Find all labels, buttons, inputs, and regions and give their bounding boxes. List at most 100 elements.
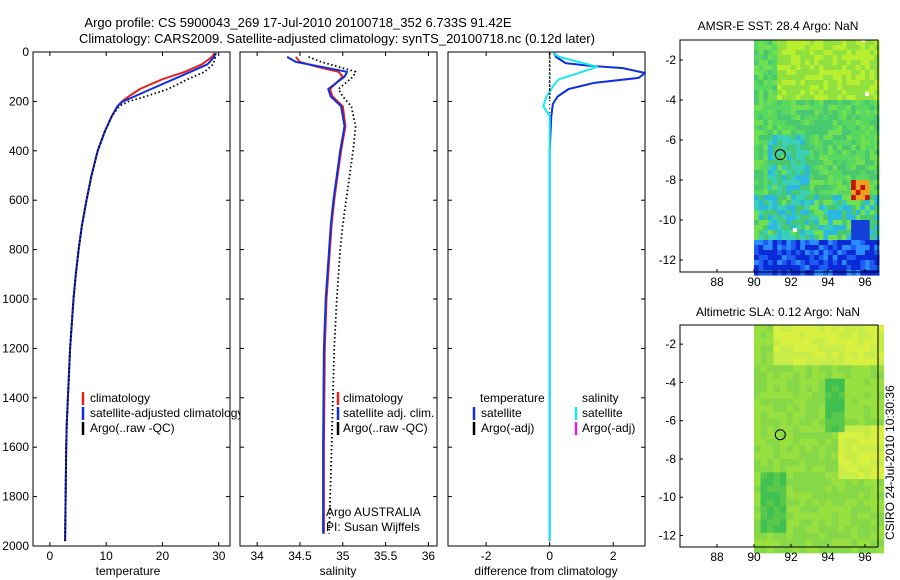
map-cell — [758, 115, 764, 121]
map-cell — [777, 85, 783, 91]
map-cell — [844, 438, 852, 447]
map-cell — [795, 230, 801, 236]
map-cell — [823, 255, 829, 261]
map-cell — [857, 398, 865, 406]
x-tick-label: 96 — [858, 275, 872, 289]
map-cell — [792, 325, 800, 333]
map-cell — [763, 245, 769, 251]
map-cell — [786, 150, 792, 156]
map-cell — [841, 170, 848, 176]
difference-plot-frame — [447, 51, 646, 547]
map-cell — [758, 70, 764, 76]
map-cell — [777, 90, 783, 96]
map-cell — [823, 45, 829, 51]
map-cell — [860, 85, 866, 91]
y-tick-label: -10 — [659, 490, 677, 504]
map-cell — [804, 165, 811, 171]
map-cell — [781, 130, 788, 136]
map-cell — [857, 385, 865, 393]
map-cell — [828, 135, 834, 141]
map-cell — [823, 175, 829, 181]
map-cell — [805, 432, 813, 440]
map-cell — [800, 155, 806, 161]
map-cell — [754, 105, 760, 111]
map-cell — [767, 240, 774, 246]
map-cell — [874, 250, 880, 256]
map-cell — [825, 452, 833, 460]
map-cell — [837, 270, 843, 276]
map-cell — [823, 200, 829, 206]
map-cell — [795, 205, 801, 211]
map-cell — [877, 365, 885, 373]
map-cell — [828, 240, 834, 246]
map-cell — [809, 220, 815, 226]
map-cell — [814, 75, 820, 81]
map-cell — [772, 85, 778, 91]
map-cell — [864, 398, 872, 406]
sst-map-ticks: 88 90 92 94 96-2-4-6-8-10-12 — [659, 53, 872, 289]
map-cell — [857, 365, 865, 373]
map-cell — [805, 492, 813, 500]
map-cell — [851, 405, 859, 413]
map-cell — [763, 85, 769, 91]
map-cell — [857, 405, 865, 413]
map-cell — [828, 120, 834, 126]
map-cell — [772, 140, 778, 146]
map-cell — [846, 175, 852, 181]
map-cell — [865, 180, 871, 186]
map-cell — [877, 479, 885, 487]
map-cell — [792, 438, 800, 447]
map-cell — [760, 365, 768, 373]
map-cell — [791, 160, 797, 166]
map-cell — [864, 458, 872, 467]
map-cell — [869, 270, 875, 276]
map-cell — [754, 95, 760, 101]
map-cell — [831, 438, 839, 447]
map-cell — [805, 525, 813, 534]
map-cell — [865, 255, 871, 261]
map-cell — [844, 452, 852, 460]
map-cell — [758, 85, 764, 91]
map-cell — [837, 40, 843, 46]
y-tick-label: 400 — [9, 144, 29, 158]
map-cell — [754, 405, 762, 413]
map-cell — [792, 512, 800, 520]
map-cell — [846, 160, 852, 166]
map-cell — [869, 190, 875, 196]
map-cell — [841, 90, 848, 96]
map-cell — [825, 338, 833, 346]
map-cell — [786, 505, 794, 514]
map-cell — [828, 85, 834, 91]
map-cell — [855, 270, 862, 276]
map-cell — [832, 230, 838, 236]
map-cell — [825, 345, 833, 353]
map-cell — [763, 165, 769, 171]
map-cell — [874, 125, 880, 131]
map-cell — [779, 512, 788, 520]
map-cell — [823, 215, 829, 221]
map-cell — [865, 260, 871, 266]
map-cell — [786, 255, 792, 261]
map-cell — [825, 405, 833, 413]
x-tick-label: 36 — [422, 549, 436, 563]
map-cell — [767, 145, 774, 151]
map-cell — [874, 140, 880, 146]
map-cell — [814, 220, 820, 226]
map-cell — [754, 505, 762, 514]
map-cell — [791, 115, 797, 121]
map-cell — [860, 150, 866, 156]
map-cell — [804, 80, 811, 86]
map-cell — [781, 45, 788, 51]
map-cell — [754, 492, 762, 500]
map-cell — [865, 200, 871, 206]
map-cell — [766, 465, 775, 473]
map-cell — [791, 175, 797, 181]
map-cell — [809, 55, 815, 61]
map-cell — [831, 405, 839, 413]
map-cell — [814, 170, 820, 176]
map-cell — [814, 235, 820, 241]
map-cell — [874, 165, 880, 171]
map-cell — [877, 425, 885, 433]
map-cell — [795, 100, 801, 106]
map-cell — [809, 115, 815, 121]
